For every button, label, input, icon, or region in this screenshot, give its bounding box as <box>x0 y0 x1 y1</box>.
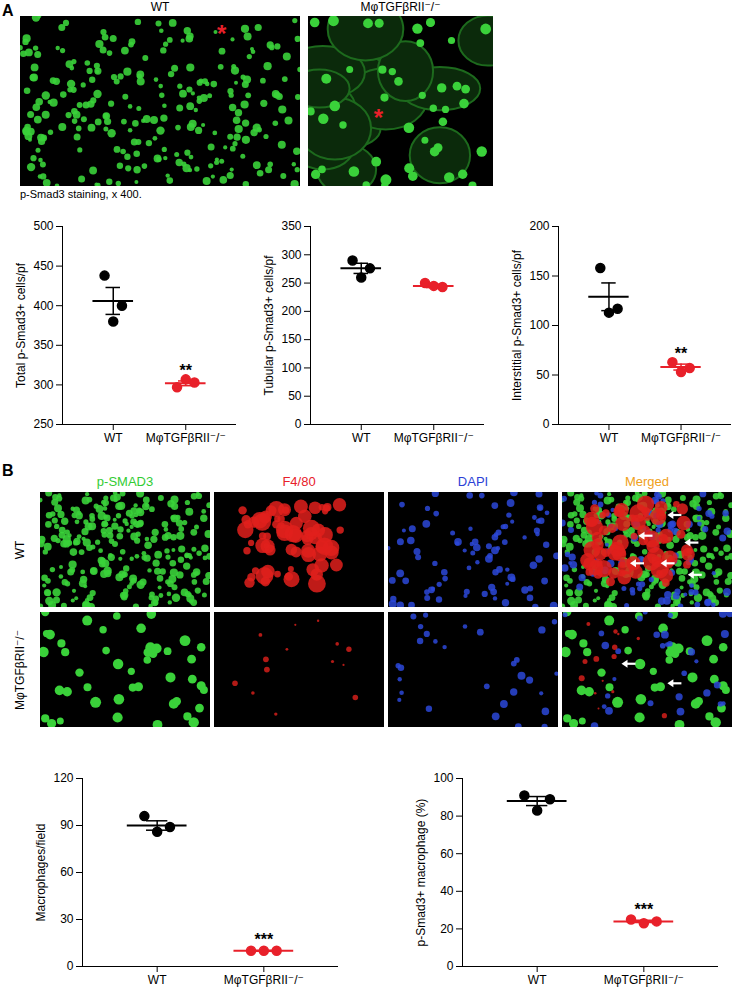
svg-text:250: 250 <box>33 417 53 431</box>
html-text:A: A <box>2 2 14 19</box>
svg-text:150: 150 <box>281 332 301 346</box>
html-text:B: B <box>2 462 14 479</box>
svg-text:20: 20 <box>440 922 454 936</box>
svg-text:**: ** <box>180 362 193 379</box>
svg-text:40: 40 <box>440 884 454 898</box>
svg-text:400: 400 <box>33 299 53 313</box>
svg-text:90: 90 <box>60 818 74 832</box>
svg-text:300: 300 <box>33 378 53 392</box>
svg-text:Total p-Smad3+ cells/pf: Total p-Smad3+ cells/pf <box>14 262 28 388</box>
svg-text:WT: WT <box>528 973 547 987</box>
svg-text:0: 0 <box>543 417 550 431</box>
svg-text:MφTGFβRII⁻/⁻: MφTGFβRII⁻/⁻ <box>394 431 474 445</box>
svg-text:WT: WT <box>148 973 167 987</box>
svg-text:60: 60 <box>440 847 454 861</box>
svg-text:100: 100 <box>529 318 549 332</box>
svg-text:0: 0 <box>447 959 454 973</box>
svg-text:WT: WT <box>104 431 123 445</box>
svg-text:500: 500 <box>33 219 53 233</box>
svg-text:WT: WT <box>352 431 371 445</box>
svg-text:350: 350 <box>33 338 53 352</box>
svg-text:MφTGFβRII⁻/⁻: MφTGFβRII⁻/⁻ <box>146 431 226 445</box>
svg-text:MφTGFβRII⁻/⁻: MφTGFβRII⁻/⁻ <box>641 431 721 445</box>
svg-text:***: *** <box>634 901 653 918</box>
html-text:WT: WT <box>150 0 170 14</box>
svg-text:50: 50 <box>536 368 550 382</box>
svg-text:100: 100 <box>281 361 301 375</box>
svg-text:Interstitial p-Smad3+ cells/pf: Interstitial p-Smad3+ cells/pf <box>510 249 524 401</box>
svg-text:50: 50 <box>288 389 302 403</box>
html-text:F4/80: F4/80 <box>282 474 316 489</box>
html-text:MφTGFβRII⁻/⁻: MφTGFβRII⁻/⁻ <box>13 629 27 710</box>
svg-text:30: 30 <box>60 912 74 926</box>
svg-text:**: ** <box>675 345 688 362</box>
svg-text:150: 150 <box>529 269 549 283</box>
svg-text:350: 350 <box>281 219 301 233</box>
svg-text:Macrophages/field: Macrophages/field <box>34 823 48 921</box>
svg-text:120: 120 <box>53 771 73 785</box>
svg-text:300: 300 <box>281 248 301 262</box>
html-text:Merged: Merged <box>625 474 669 489</box>
html-text:MφTGFβRII⁻/⁻: MφTGFβRII⁻/⁻ <box>360 0 441 14</box>
svg-text:Tubular p-Smad3+ cells/pf: Tubular p-Smad3+ cells/pf <box>262 255 276 396</box>
svg-text:60: 60 <box>60 865 74 879</box>
html-text:p-Smad3 staining, x 400.: p-Smad3 staining, x 400. <box>20 188 142 200</box>
html-text:p-SMAD3: p-SMAD3 <box>96 474 154 489</box>
svg-text:MφTGFβRII⁻/⁻: MφTGFβRII⁻/⁻ <box>604 973 684 987</box>
svg-text:450: 450 <box>33 259 53 273</box>
svg-text:p-Smad3+ macrophage (%): p-Smad3+ macrophage (%) <box>414 799 428 947</box>
html-text:DAPI: DAPI <box>457 474 489 489</box>
svg-text:***: *** <box>254 931 273 948</box>
svg-text:250: 250 <box>281 276 301 290</box>
svg-text:80: 80 <box>440 809 454 823</box>
svg-text:MφTGFβRII⁻/⁻: MφTGFβRII⁻/⁻ <box>224 973 304 987</box>
svg-text:100: 100 <box>433 771 453 785</box>
svg-text:0: 0 <box>67 959 74 973</box>
svg-text:0: 0 <box>295 417 302 431</box>
html-text:WT: WT <box>13 540 27 559</box>
svg-text:WT: WT <box>600 431 619 445</box>
svg-text:200: 200 <box>529 219 549 233</box>
svg-text:200: 200 <box>281 304 301 318</box>
